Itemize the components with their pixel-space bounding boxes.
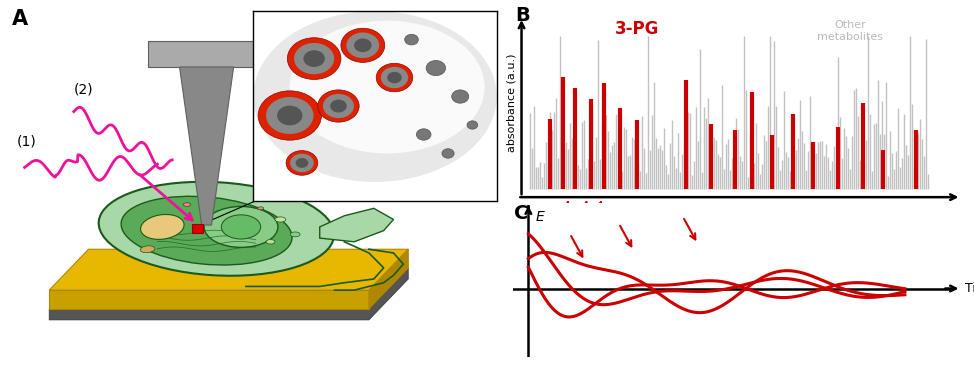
Polygon shape (369, 249, 408, 309)
Polygon shape (50, 290, 369, 309)
Text: 3-PG: 3-PG (615, 20, 658, 38)
Circle shape (417, 129, 431, 140)
Circle shape (405, 34, 419, 45)
Text: Other
metabolites: Other metabolites (817, 20, 883, 42)
Circle shape (330, 100, 347, 112)
Circle shape (452, 90, 468, 103)
Ellipse shape (140, 246, 155, 253)
Circle shape (347, 32, 379, 58)
Text: E: E (536, 209, 544, 224)
Circle shape (258, 91, 321, 140)
Ellipse shape (258, 207, 264, 210)
Polygon shape (148, 41, 285, 67)
Circle shape (468, 121, 478, 129)
Circle shape (355, 38, 372, 52)
Ellipse shape (221, 215, 261, 239)
Circle shape (341, 28, 385, 62)
Polygon shape (50, 268, 408, 320)
Circle shape (278, 106, 302, 125)
Polygon shape (319, 208, 393, 242)
Circle shape (427, 61, 446, 76)
Ellipse shape (253, 11, 497, 182)
Polygon shape (179, 67, 234, 225)
Ellipse shape (140, 215, 184, 239)
Ellipse shape (290, 232, 300, 237)
Ellipse shape (121, 196, 292, 265)
Circle shape (290, 154, 314, 172)
Circle shape (442, 149, 454, 158)
Circle shape (388, 72, 402, 83)
Ellipse shape (290, 20, 485, 153)
Ellipse shape (98, 182, 334, 276)
Circle shape (294, 43, 334, 74)
Polygon shape (50, 249, 408, 290)
Polygon shape (285, 41, 290, 69)
Text: B: B (515, 6, 530, 25)
Ellipse shape (183, 203, 191, 206)
Circle shape (287, 38, 341, 80)
Text: A: A (13, 9, 28, 29)
Circle shape (376, 63, 413, 92)
Ellipse shape (275, 217, 285, 222)
Circle shape (266, 97, 314, 134)
Bar (192, 224, 203, 232)
Text: (1): (1) (18, 135, 37, 149)
Circle shape (296, 158, 308, 168)
Text: (2): (2) (74, 83, 94, 97)
Circle shape (286, 151, 318, 175)
Text: absorbance (a.u.): absorbance (a.u.) (506, 54, 516, 153)
Text: Time: Time (965, 282, 974, 295)
Circle shape (304, 50, 325, 67)
Ellipse shape (203, 203, 210, 206)
Circle shape (318, 90, 359, 122)
Text: Wavenumber (cm⁻¹): Wavenumber (cm⁻¹) (823, 208, 937, 218)
Circle shape (323, 94, 354, 118)
Text: IR absorption spectrum: IR absorption spectrum (619, 269, 784, 282)
Circle shape (381, 67, 408, 88)
Text: C: C (514, 205, 529, 224)
Ellipse shape (205, 206, 278, 247)
Ellipse shape (266, 240, 275, 244)
